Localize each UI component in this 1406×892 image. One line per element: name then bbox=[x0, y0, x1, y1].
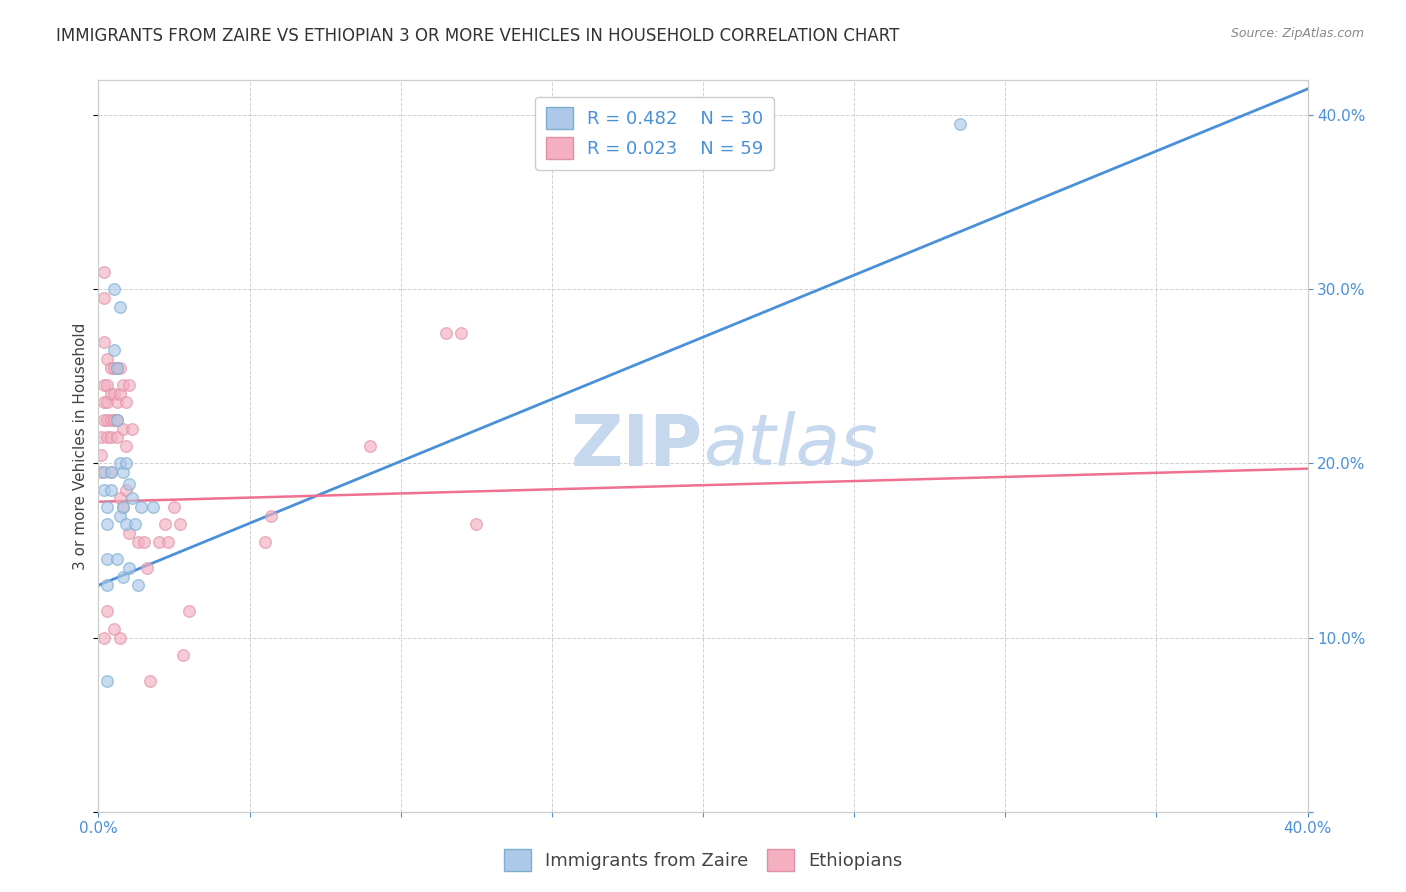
Point bbox=[105, 430, 128, 444]
Point bbox=[114, 395, 136, 409]
Point bbox=[90, 430, 112, 444]
Point bbox=[118, 477, 141, 491]
Point bbox=[105, 395, 128, 409]
Point bbox=[105, 360, 128, 375]
Point bbox=[108, 631, 131, 645]
Point bbox=[121, 491, 143, 506]
Point bbox=[108, 457, 131, 471]
Point bbox=[111, 421, 134, 435]
Point bbox=[96, 430, 118, 444]
Point bbox=[169, 517, 191, 532]
Point bbox=[96, 552, 118, 566]
Point bbox=[100, 386, 122, 401]
Point bbox=[118, 561, 141, 575]
Point bbox=[103, 622, 125, 636]
Point bbox=[103, 413, 125, 427]
Point bbox=[108, 300, 131, 314]
Point bbox=[108, 508, 131, 523]
Point bbox=[96, 351, 118, 366]
Text: atlas: atlas bbox=[703, 411, 877, 481]
Point bbox=[96, 604, 118, 618]
Point bbox=[93, 631, 115, 645]
Point bbox=[100, 360, 122, 375]
Point bbox=[127, 534, 149, 549]
Point bbox=[111, 500, 134, 514]
Point bbox=[105, 552, 128, 566]
Point bbox=[96, 378, 118, 392]
Point bbox=[100, 430, 122, 444]
Point bbox=[105, 360, 128, 375]
Point bbox=[93, 395, 115, 409]
Point bbox=[111, 378, 134, 392]
Text: IMMIGRANTS FROM ZAIRE VS ETHIOPIAN 3 OR MORE VEHICLES IN HOUSEHOLD CORRELATION C: IMMIGRANTS FROM ZAIRE VS ETHIOPIAN 3 OR … bbox=[56, 27, 900, 45]
Legend: Immigrants from Zaire, Ethiopians: Immigrants from Zaire, Ethiopians bbox=[496, 842, 910, 879]
Text: ZIP: ZIP bbox=[571, 411, 703, 481]
Point bbox=[949, 117, 972, 131]
Point bbox=[118, 526, 141, 541]
Point bbox=[127, 578, 149, 592]
Point bbox=[103, 386, 125, 401]
Point bbox=[108, 386, 131, 401]
Point bbox=[93, 291, 115, 305]
Point bbox=[121, 421, 143, 435]
Point bbox=[105, 413, 128, 427]
Point bbox=[103, 343, 125, 358]
Point bbox=[108, 491, 131, 506]
Point bbox=[96, 413, 118, 427]
Point bbox=[360, 439, 382, 453]
Point bbox=[114, 517, 136, 532]
Point bbox=[153, 517, 176, 532]
Point bbox=[100, 465, 122, 479]
Point bbox=[111, 500, 134, 514]
Point bbox=[114, 457, 136, 471]
Legend: R = 0.482    N = 30, R = 0.023    N = 59: R = 0.482 N = 30, R = 0.023 N = 59 bbox=[534, 96, 775, 169]
Point bbox=[129, 500, 152, 514]
Point bbox=[465, 517, 488, 532]
Point bbox=[148, 534, 170, 549]
Point bbox=[93, 465, 115, 479]
Point bbox=[179, 604, 201, 618]
Point bbox=[96, 517, 118, 532]
Point bbox=[124, 517, 146, 532]
Point bbox=[142, 500, 165, 514]
Point bbox=[96, 674, 118, 689]
Point bbox=[100, 413, 122, 427]
Y-axis label: 3 or more Vehicles in Household: 3 or more Vehicles in Household bbox=[73, 322, 89, 570]
Point bbox=[114, 439, 136, 453]
Point bbox=[163, 500, 186, 514]
Point bbox=[253, 534, 276, 549]
Text: Source: ZipAtlas.com: Source: ZipAtlas.com bbox=[1230, 27, 1364, 40]
Point bbox=[260, 508, 283, 523]
Point bbox=[450, 326, 472, 340]
Point bbox=[156, 534, 179, 549]
Point bbox=[100, 465, 122, 479]
Point bbox=[93, 334, 115, 349]
Point bbox=[100, 483, 122, 497]
Point bbox=[114, 483, 136, 497]
Point bbox=[93, 483, 115, 497]
Point bbox=[135, 561, 157, 575]
Point bbox=[103, 360, 125, 375]
Point bbox=[103, 282, 125, 296]
Point bbox=[93, 265, 115, 279]
Point bbox=[139, 674, 162, 689]
Point bbox=[108, 360, 131, 375]
Point bbox=[90, 465, 112, 479]
Point bbox=[111, 569, 134, 583]
Point bbox=[96, 500, 118, 514]
Point bbox=[90, 448, 112, 462]
Point bbox=[105, 413, 128, 427]
Point bbox=[434, 326, 457, 340]
Point bbox=[132, 534, 155, 549]
Point bbox=[93, 378, 115, 392]
Point bbox=[111, 465, 134, 479]
Point bbox=[172, 648, 194, 662]
Point bbox=[96, 395, 118, 409]
Point bbox=[93, 413, 115, 427]
Point bbox=[96, 578, 118, 592]
Point bbox=[118, 378, 141, 392]
